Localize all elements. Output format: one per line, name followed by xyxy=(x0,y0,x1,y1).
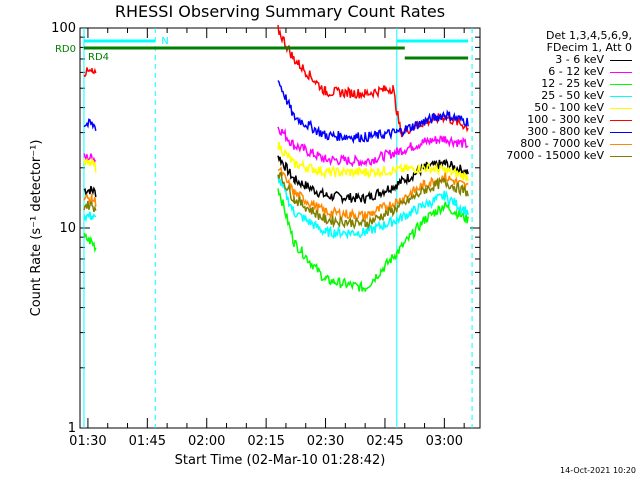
series-line xyxy=(83,118,97,131)
legend-entry: 7000 - 15000 keV xyxy=(472,150,632,162)
legend-label: 12 - 25 keV xyxy=(541,77,604,90)
legend-header-1: Det 1,3,4,5,6,9, xyxy=(545,29,632,42)
series-line xyxy=(83,157,97,173)
legend: Det 1,3,4,5,6,9, FDecim 1, Att 0 3 - 6 k… xyxy=(472,30,632,162)
legend-swatch xyxy=(610,71,632,73)
y-tick-label: 10 xyxy=(59,221,76,236)
series-line xyxy=(277,174,469,240)
x-tick-label: 02:45 xyxy=(366,434,403,449)
series-line xyxy=(83,211,97,223)
series-line xyxy=(83,153,97,163)
legend-entry: 300 - 800 keV xyxy=(472,126,632,138)
series-line xyxy=(83,185,97,198)
chart-title: RHESSI Observing Summary Count Rates xyxy=(114,2,446,21)
x-tick-label: 02:00 xyxy=(188,434,225,449)
legend-entry: 100 - 300 keV xyxy=(472,114,632,126)
series-line xyxy=(83,67,97,78)
legend-label: 100 - 300 keV xyxy=(527,113,604,126)
legend-swatch xyxy=(610,143,632,145)
legend-swatch xyxy=(610,155,632,157)
legend-swatch xyxy=(610,83,632,85)
legend-label: 7000 - 15000 keV xyxy=(506,149,604,162)
y-tick-label: 100 xyxy=(51,21,76,36)
legend-entry: 3 - 6 keV xyxy=(472,54,632,66)
series-line xyxy=(83,232,97,254)
legend-label: 800 - 7000 keV xyxy=(520,137,604,150)
series-line xyxy=(277,171,469,230)
y-axis-label: Count Rate (s⁻¹ detector⁻¹) xyxy=(29,140,44,317)
legend-swatch xyxy=(610,95,632,97)
legend-entry: 12 - 25 keV xyxy=(472,78,632,90)
legend-swatch xyxy=(610,59,632,61)
legend-entry: 800 - 7000 keV xyxy=(472,138,632,150)
series-line xyxy=(277,155,469,205)
legend-entry: 6 - 12 keV xyxy=(472,66,632,78)
annotation-label: N xyxy=(161,36,168,47)
x-tick-label: 01:45 xyxy=(129,434,166,449)
legend-entry: 50 - 100 keV xyxy=(472,102,632,114)
legend-label: 3 - 6 keV xyxy=(555,53,604,66)
legend-label: 25 - 50 keV xyxy=(541,89,604,102)
series-line xyxy=(277,126,469,168)
y-tick-label: 1 xyxy=(68,421,76,436)
timestamp: 14-Oct-2021 10:20 xyxy=(560,466,636,475)
series-line xyxy=(277,141,469,182)
x-tick-label: 03:00 xyxy=(426,434,463,449)
annotation-label: RD4 xyxy=(88,52,109,63)
x-tick-label: 02:30 xyxy=(307,434,344,449)
legend-label: 6 - 12 keV xyxy=(548,65,604,78)
annotation-label: RD0 xyxy=(55,44,76,55)
legend-swatch xyxy=(610,107,632,109)
legend-header-2: FDecim 1, Att 0 xyxy=(546,41,632,54)
x-tick-label: 01:30 xyxy=(69,434,106,449)
legend-entry: 25 - 50 keV xyxy=(472,90,632,102)
legend-swatch xyxy=(610,119,632,121)
series-line xyxy=(277,188,469,292)
x-tick-label: 02:15 xyxy=(247,434,284,449)
series-line xyxy=(277,80,469,145)
x-axis-label: Start Time (02-Mar-10 01:28:42) xyxy=(174,453,386,468)
series-line xyxy=(83,200,97,213)
legend-label: 50 - 100 keV xyxy=(534,101,604,114)
legend-label: 300 - 800 keV xyxy=(527,125,604,138)
legend-swatch xyxy=(610,131,632,133)
